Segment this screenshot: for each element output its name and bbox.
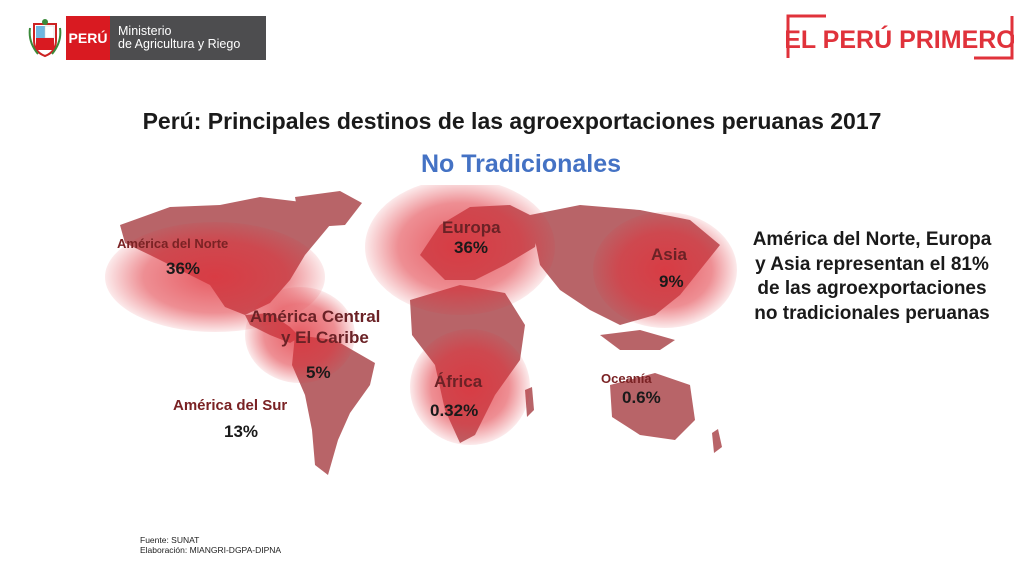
indonesia-shape bbox=[600, 330, 675, 350]
highlight-asia bbox=[593, 212, 737, 328]
label-central-america-1: América Central bbox=[250, 307, 381, 326]
value-central-america: 5% bbox=[306, 363, 331, 382]
source-line-2: Elaboración: MIANGRI-DGPA-DIPNA bbox=[140, 545, 282, 555]
value-north-america: 36% bbox=[166, 259, 201, 278]
new-zealand-shape bbox=[712, 429, 722, 453]
label-central-america-2: y El Caribe bbox=[281, 328, 369, 347]
coat-of-arms-icon bbox=[28, 19, 62, 58]
label-north-america: América del Norte bbox=[117, 236, 229, 251]
page-title: Perú: Principales destinos de las agroex… bbox=[142, 108, 882, 134]
label-oceania: Oceanía bbox=[601, 371, 652, 386]
label-asia: Asia bbox=[651, 245, 687, 264]
highlight-africa bbox=[410, 329, 530, 445]
australia-shape bbox=[610, 373, 695, 440]
page-subtitle: No Tradicionales bbox=[420, 150, 622, 178]
ministry-badge: PERÚ Ministerio de Agricultura y Riego bbox=[66, 16, 266, 60]
value-africa: 0.32% bbox=[430, 401, 479, 420]
label-africa: África bbox=[434, 372, 483, 391]
source-note: Fuente: SUNAT Elaboración: MIANGRI-DGPA-… bbox=[140, 535, 281, 555]
label-europe: Europa bbox=[442, 218, 501, 237]
summary-text: América del Norte, Europa y Asia represe… bbox=[752, 229, 992, 324]
ministry-name: Ministerio de Agricultura y Riego bbox=[110, 16, 266, 60]
world-map bbox=[105, 185, 737, 475]
government-header: PERÚ Ministerio de Agricultura y Riego bbox=[28, 16, 266, 60]
value-asia: 9% bbox=[659, 272, 684, 291]
highlight-central-america bbox=[245, 287, 355, 383]
value-south-america: 13% bbox=[224, 422, 259, 441]
value-europe: 36% bbox=[454, 238, 489, 257]
ministry-line-1: Ministerio bbox=[118, 24, 172, 38]
source-line-1: Fuente: SUNAT bbox=[140, 535, 200, 545]
brand-text: EL PERÚ PRIMERO bbox=[786, 24, 1014, 54]
greenland-shape bbox=[295, 191, 362, 227]
highlight-europe bbox=[365, 185, 555, 315]
el-peru-primero-logo: EL PERÚ PRIMERO bbox=[786, 14, 1014, 60]
ministry-line-2: de Agricultura y Riego bbox=[118, 37, 241, 51]
peru-label: PERÚ bbox=[66, 16, 110, 60]
value-oceania: 0.6% bbox=[622, 388, 661, 407]
label-south-america: América del Sur bbox=[173, 397, 288, 414]
